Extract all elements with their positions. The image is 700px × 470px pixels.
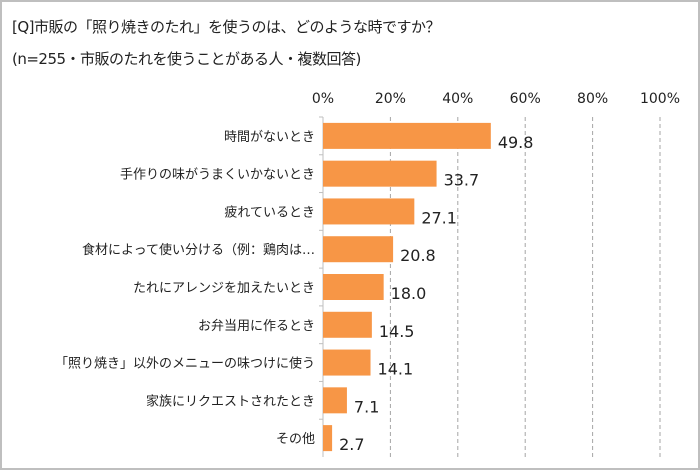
- bar: [323, 349, 371, 376]
- bar: [323, 160, 437, 187]
- bar: [323, 236, 394, 263]
- data-label: 27.1: [421, 208, 457, 227]
- x-tick-label: 20%: [375, 91, 406, 107]
- data-label: 14.5: [379, 322, 415, 341]
- bar: [323, 198, 415, 225]
- category-label: 手作りの味がうまくいかないとき: [120, 168, 315, 183]
- category-label: 食材によって使い分ける（例：鶏肉は…: [82, 242, 315, 258]
- x-tick-label: 80%: [577, 91, 608, 107]
- category-label: たれにアレンジを加えたいとき: [133, 281, 315, 296]
- category-label: 時間がないとき: [224, 130, 315, 145]
- data-label: 14.1: [378, 360, 414, 379]
- chart-subtitle: (n=255・市販のたれを使うことがある人・複数回答): [12, 50, 361, 68]
- x-tick-label: 0%: [312, 91, 334, 107]
- bar: [323, 311, 372, 338]
- bar: [323, 122, 491, 149]
- data-label: 33.7: [444, 171, 480, 190]
- chart-title: [Q]市販の「照り焼きのたれ」を使うのは、どのような時ですか？: [12, 18, 441, 36]
- x-tick-label: 40%: [442, 91, 473, 107]
- category-label: 家族にリクエストされたとき: [146, 393, 315, 409]
- category-label: 疲れているとき: [224, 204, 315, 220]
- x-tick-label: 100%: [640, 91, 680, 107]
- category-label: その他: [276, 432, 315, 447]
- data-label: 18.0: [391, 284, 427, 303]
- data-label: 49.8: [498, 133, 534, 152]
- data-label: 7.1: [354, 397, 379, 416]
- category-label: お弁当用に作るとき: [198, 319, 315, 334]
- bar: [323, 387, 347, 414]
- category-label: 「照り焼き」以外のメニューの味つけに使う: [55, 356, 315, 372]
- data-label: 20.8: [400, 246, 436, 265]
- x-tick-label: 60%: [510, 91, 541, 107]
- data-label: 2.7: [339, 435, 364, 454]
- bar: [323, 425, 333, 452]
- bar: [323, 274, 384, 300]
